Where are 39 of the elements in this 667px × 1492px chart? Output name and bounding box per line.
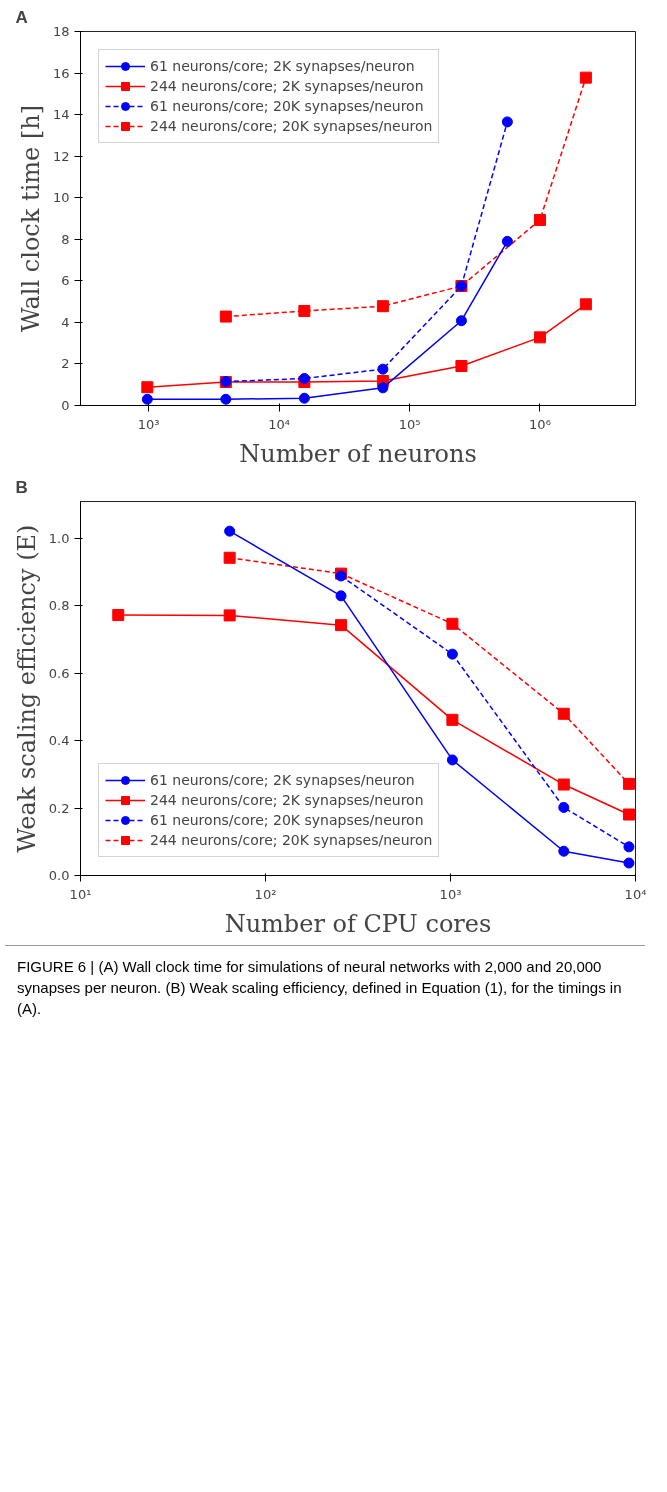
legend-label: 61 neurons/core; 20K synapses/neuron <box>150 811 424 829</box>
caption: FIGURE 6 | (A) Wall clock time for simulations of neural networks with 2,000 and 20,000 synapses per neuron. (B) Weak scaling efficiency, defined in Equation (1), for the timings in (A). <box>17 957 623 1019</box>
y-tick-label: 16 <box>52 65 70 81</box>
legend-label: 61 neurons/core; 2K synapses/neuron <box>150 57 415 75</box>
legend-label: 61 neurons/core; 2K synapses/neuron <box>150 771 415 789</box>
x-tick-label: 10¹ <box>69 886 92 902</box>
chart-title: B <box>15 477 28 497</box>
y-tick-label: 8 <box>61 231 70 247</box>
y-tick-label: 6 <box>61 273 70 289</box>
y-tick-label: 18 <box>52 24 70 39</box>
x-axis-title: Number of CPU cores <box>224 909 492 938</box>
legend-label: 244 neurons/core; 20K synapses/neuron <box>150 831 433 849</box>
x-tick-label: 10² <box>254 886 277 902</box>
y-tick-label: 0.2 <box>48 800 70 816</box>
y-axis-title: Wall clock time [h] <box>16 104 45 333</box>
chart-title: A <box>15 7 28 27</box>
x-tick-label: 10⁴ <box>268 416 291 432</box>
legend-label: 244 neurons/core; 20K synapses/neuron <box>150 117 433 135</box>
y-tick-label: 0.8 <box>48 598 70 614</box>
y-tick-label: 2 <box>61 356 70 372</box>
y-tick-label: 0 <box>61 398 70 413</box>
legend-label: 244 neurons/core; 2K synapses/neuron <box>150 77 424 95</box>
y-tick-label: 1.0 <box>48 531 70 547</box>
y-tick-label: 10 <box>52 190 70 206</box>
x-tick-label: 10⁴ <box>624 886 647 902</box>
legend-label: 61 neurons/core; 20K synapses/neuron <box>150 97 424 115</box>
x-tick-label: 10³ <box>439 886 462 902</box>
legend-label: 244 neurons/core; 2K synapses/neuron <box>150 791 424 809</box>
y-tick-label: 0.6 <box>48 665 70 681</box>
y-axis-title: Weak scaling efficiency (E) <box>12 524 41 853</box>
y-tick-label: 12 <box>52 148 70 164</box>
y-tick-label: 0.0 <box>48 868 70 883</box>
x-axis-title: Number of neurons <box>239 439 477 468</box>
x-tick-label: 10³ <box>137 416 160 432</box>
x-tick-label: 10⁵ <box>398 416 421 432</box>
y-tick-label: 4 <box>61 314 70 330</box>
y-tick-label: 0.4 <box>48 733 70 749</box>
x-tick-label: 10⁶ <box>529 416 551 432</box>
y-tick-label: 14 <box>52 107 70 123</box>
